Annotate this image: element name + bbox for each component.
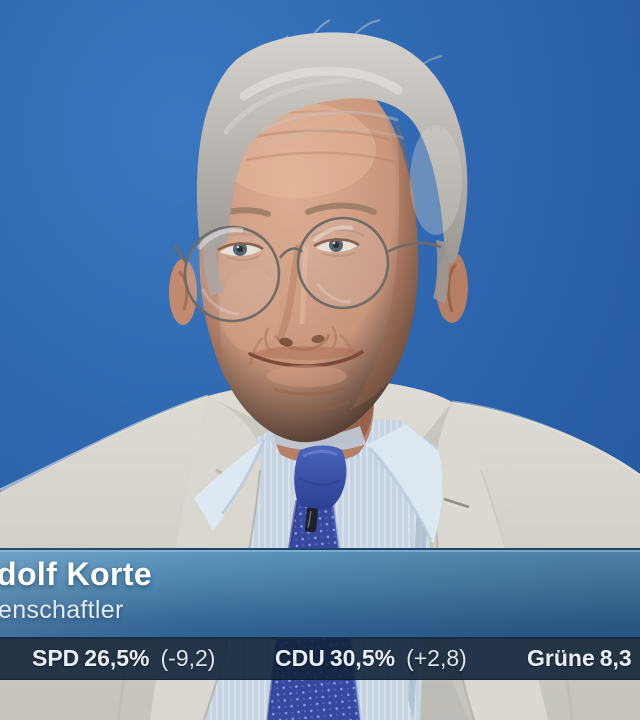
facial-features <box>209 202 377 412</box>
person-name: dolf Korte <box>0 556 153 592</box>
lower-third-banner: dolf Korte enschaftler <box>0 548 640 639</box>
party-change: (+2,8) <box>406 645 467 671</box>
left-sideburn <box>203 238 224 296</box>
right-sideburn <box>433 240 449 304</box>
hair <box>196 19 468 304</box>
lapel-buttonhole <box>443 497 470 509</box>
ticker-item-spd: SPD 26,5% (-9,2) <box>32 637 215 679</box>
party-result: 30,5% <box>329 645 396 671</box>
ticker-item-gruene: Grüne 8,3 <box>527 637 640 679</box>
glasses-reflections <box>197 225 353 316</box>
ticker-item-cdu: CDU 30,5% (+2,8) <box>275 637 467 679</box>
party-change: (-9,2) <box>160 645 216 671</box>
nose <box>278 244 302 338</box>
party-label: CDU <box>275 645 325 671</box>
party-result: 26,5% <box>84 645 150 671</box>
election-ticker: SPD 26,5% (-9,2) CDU 30,5% (+2,8) Grüne 8,3 <box>0 637 640 680</box>
party-result: 8,3 <box>599 645 632 671</box>
shirt-collar <box>194 424 443 544</box>
party-label: Grüne <box>527 645 595 671</box>
right-eyebrow <box>305 202 377 215</box>
mouth <box>248 350 364 368</box>
party-label: SPD <box>32 645 80 671</box>
person-role: enschaftler <box>0 596 124 624</box>
glasses <box>173 216 442 323</box>
